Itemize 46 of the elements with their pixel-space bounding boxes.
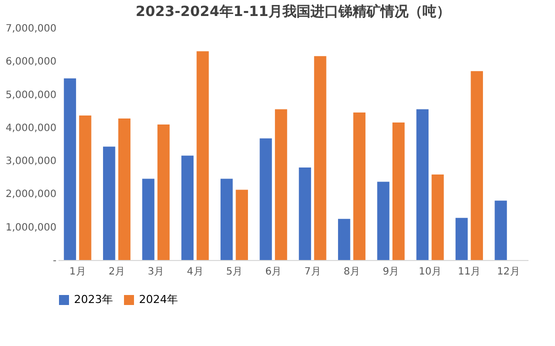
bar [494,200,507,260]
x-tick-label: 3月 [148,266,164,278]
y-tick-label: - [52,256,57,266]
x-tick-label: 10月 [418,266,442,278]
bar [196,51,209,260]
x-tick-label: 7月 [304,266,321,278]
bar [142,178,154,260]
bar [377,182,390,260]
bar [392,122,405,260]
bar [181,156,194,260]
bar [64,78,76,260]
y-tick-label: 3,000,000 [6,156,56,168]
y-tick-label: 6,000,000 [6,56,56,68]
x-tick-label: 12月 [497,266,520,278]
x-tick-label: 6月 [265,266,282,278]
bar [79,115,92,260]
bar [220,178,233,260]
bar [103,146,116,260]
x-tick-label: 4月 [186,266,204,278]
chart-title: 2023-2024年1-11月我国进口锑精矿情况（吨） [136,3,450,20]
bar [314,56,326,260]
y-tick-label: 5,000,000 [6,90,56,101]
legend-label: 2023年 [74,293,113,306]
bar [416,109,429,260]
y-tick-label: 1,000,000 [6,222,56,234]
bar [118,118,130,260]
x-tick-label: 11月 [458,266,481,278]
bar [260,138,272,260]
y-tick-label: 7,000,000 [6,24,56,34]
bar [470,71,483,260]
bar [236,190,248,260]
bar [298,168,312,260]
x-tick-label: 1月 [69,266,86,278]
x-tick-label: 9月 [382,266,400,278]
y-tick-label: 4,000,000 [6,122,56,134]
bar [157,124,170,260]
x-tick-label: 5月 [226,266,242,278]
x-tick-label: 8月 [344,266,360,278]
x-tick-label: 2月 [108,266,125,278]
bar [353,112,366,260]
bar [432,174,444,260]
bar [456,218,468,260]
y-tick-label: 2,000,000 [6,189,56,200]
legend-label: 2024年 [139,293,178,306]
bar [338,218,350,260]
bar [274,109,288,260]
